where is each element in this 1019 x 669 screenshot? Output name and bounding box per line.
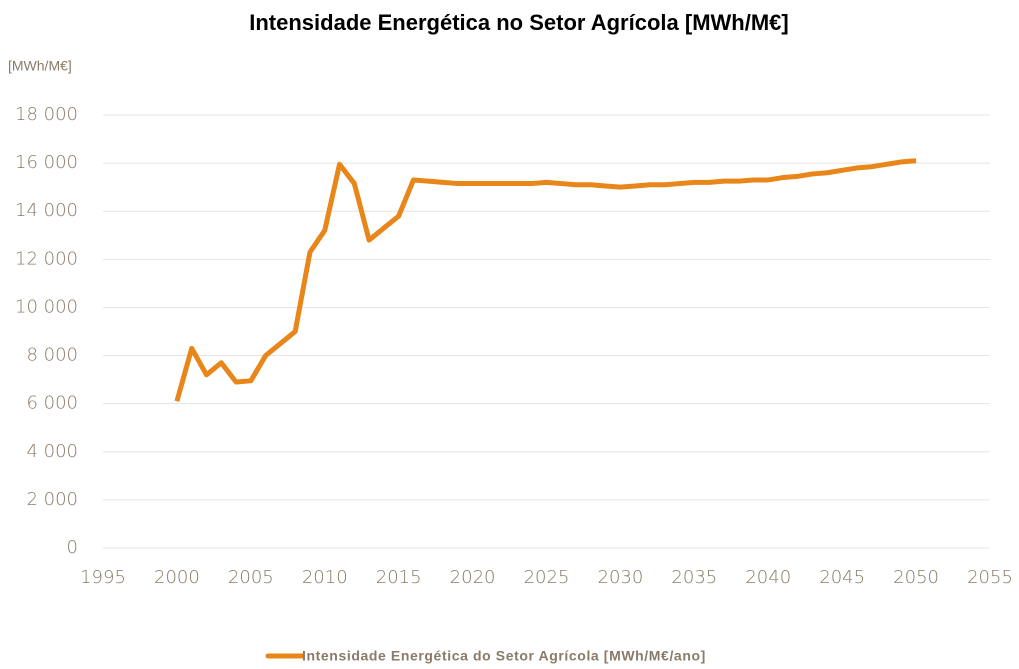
y-axis-label: [MWh/M€] xyxy=(8,58,72,74)
data-line xyxy=(174,158,917,402)
chart-title: Intensidade Energética no Setor Agrícola… xyxy=(249,10,788,35)
x-tick-label: 2010 xyxy=(302,567,348,588)
y-tick-label: 16 000 xyxy=(15,152,78,173)
y-tick-label: 0 xyxy=(67,537,78,558)
x-tick-label: 2035 xyxy=(671,567,717,588)
y-tick-label: 4 000 xyxy=(26,441,78,462)
y-tick-label: 8 000 xyxy=(26,345,78,366)
x-tick-label: 2050 xyxy=(893,567,939,588)
x-tick-label: 2025 xyxy=(524,567,570,588)
x-tick-label: 1995 xyxy=(80,567,126,588)
x-tick-label: 2055 xyxy=(967,567,1013,588)
legend-label: Intensidade Energética do Setor Agrícola… xyxy=(302,648,706,664)
y-tick-label: 10 000 xyxy=(15,296,78,317)
x-tick-label: 2005 xyxy=(228,567,274,588)
x-tick-label: 2030 xyxy=(598,567,644,588)
y-tick-label: 14 000 xyxy=(15,200,78,221)
y-tick-label: 6 000 xyxy=(26,393,78,414)
x-tick-label: 2040 xyxy=(745,567,791,588)
x-tick-label: 2020 xyxy=(450,567,496,588)
y-tick-label: 18 000 xyxy=(15,104,78,125)
x-tick-label: 2045 xyxy=(819,567,865,588)
x-tick-label: 2015 xyxy=(376,567,422,588)
y-tick-label: 12 000 xyxy=(15,248,78,269)
x-tick-label: 2000 xyxy=(154,567,200,588)
y-tick-label: 2 000 xyxy=(26,489,78,510)
